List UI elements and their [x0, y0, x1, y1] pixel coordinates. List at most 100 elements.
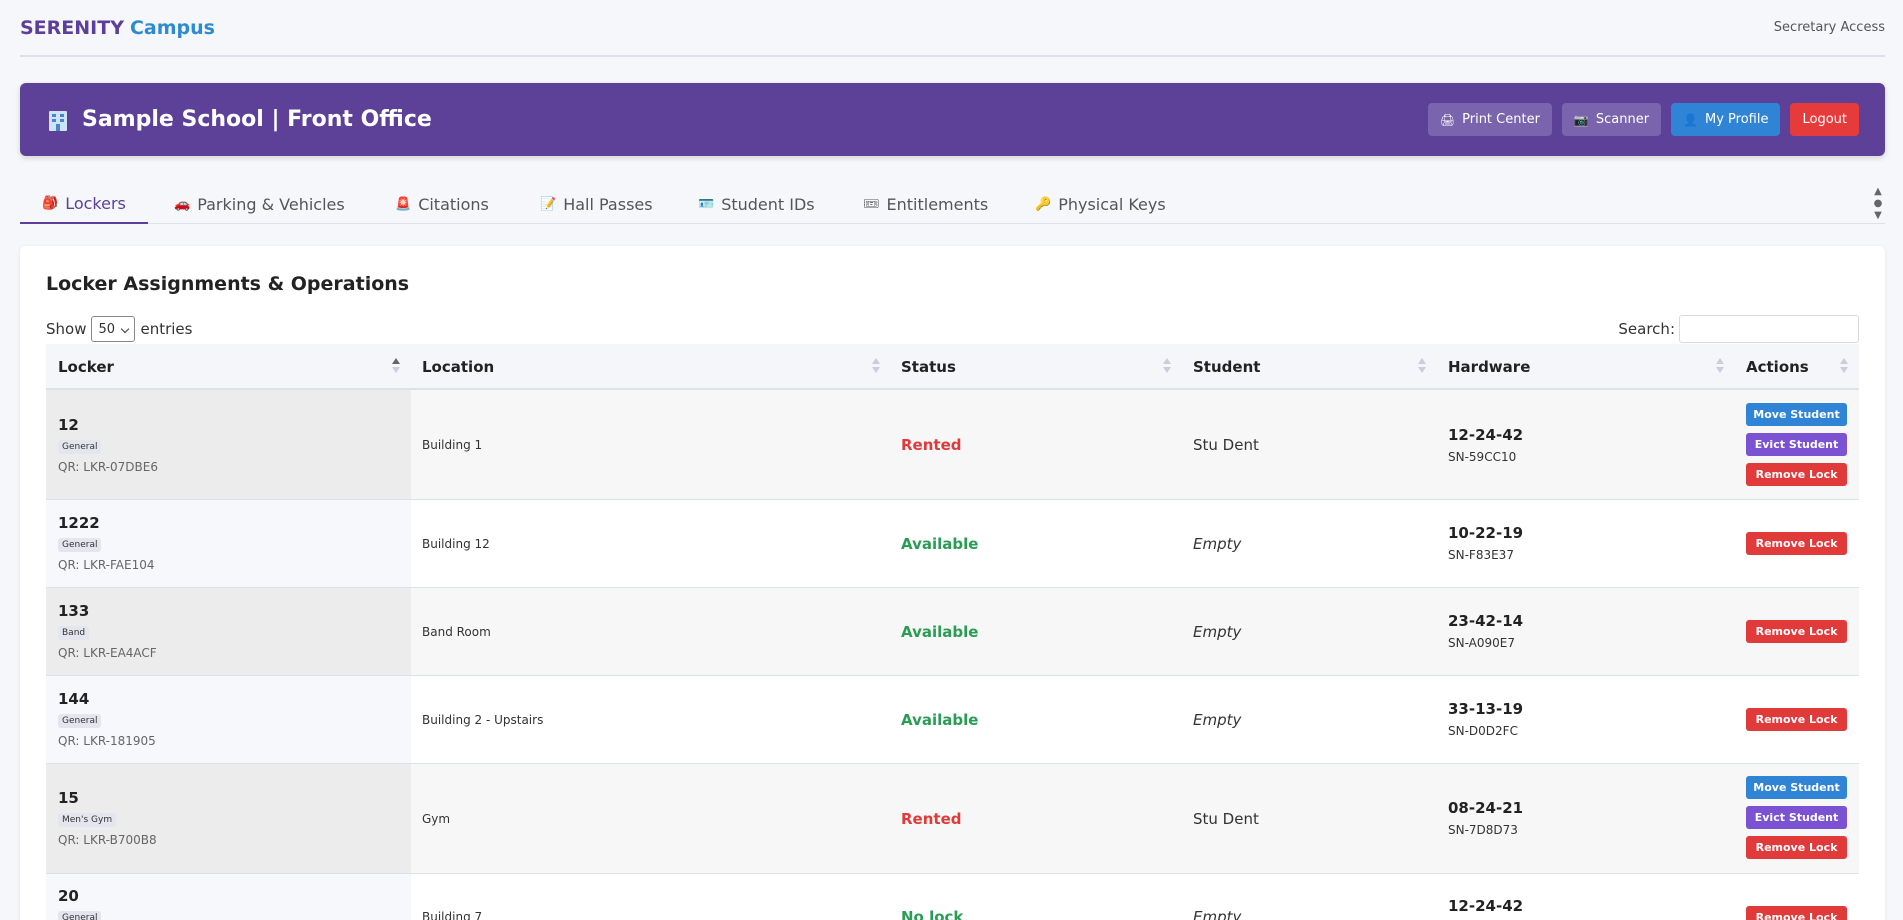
print-center-button[interactable]: 🖨 Print Center: [1427, 103, 1552, 136]
tab-parking-vehicles[interactable]: 🚗 Parking & Vehicles: [174, 184, 345, 224]
tab-label: Hall Passes: [563, 194, 653, 214]
locker-type-tag: General: [58, 440, 102, 454]
remove-lock-button[interactable]: Remove Lock: [1746, 463, 1847, 486]
user-icon: 👤: [1683, 112, 1699, 127]
locker-cell: [46, 500, 411, 587]
locker-qr-code: QR: LKR-EA4ACF: [58, 646, 157, 660]
panel-title: Locker Assignments & Operations: [46, 273, 410, 295]
search-input[interactable]: [1679, 315, 1859, 343]
student-cell: Empty: [1193, 908, 1242, 920]
column-header-location[interactable]: Location: [422, 358, 495, 376]
access-level-label: Secretary Access: [1773, 20, 1885, 35]
scroll-up-icon[interactable]: ▲: [1874, 186, 1882, 197]
student-cell: Stu Dent: [1193, 810, 1259, 828]
column-header-actions[interactable]: Actions: [1746, 358, 1809, 376]
entries-control: Show 50 entries: [46, 316, 192, 342]
page-title-text: Sample School | Front Office: [82, 107, 432, 132]
logout-label: Logout: [1802, 112, 1847, 127]
my-profile-label: My Profile: [1705, 112, 1769, 127]
status-cell: Available: [901, 623, 979, 641]
tab-citations[interactable]: 🚨 Citations: [395, 184, 489, 224]
location-cell: Gym: [422, 812, 451, 826]
remove-lock-button[interactable]: Remove Lock: [1746, 620, 1847, 643]
locker-qr-code: QR: LKR-07DBE6: [58, 460, 158, 474]
table-row: 144 General QR: LKR-181905 Building 2 - …: [46, 676, 1859, 764]
backpack-icon: 🎒: [42, 195, 59, 211]
tab-label: Entitlements: [886, 194, 989, 214]
remove-lock-button[interactable]: Remove Lock: [1746, 836, 1847, 859]
evict-student-button[interactable]: Evict Student: [1746, 806, 1847, 829]
lock-combination: 23-42-14: [1448, 612, 1524, 630]
my-profile-button[interactable]: 👤 My Profile: [1671, 103, 1781, 136]
print-center-label: Print Center: [1462, 112, 1540, 127]
scanner-button[interactable]: 📷 Scanner: [1561, 103, 1662, 136]
sort-icon[interactable]: [1163, 358, 1172, 374]
entries-label: entries: [140, 320, 193, 338]
brand-name: SERENITY: [20, 17, 124, 39]
show-label: Show: [46, 320, 87, 338]
table-row: 1222 General QR: LKR-FAE104 Building 12 …: [46, 500, 1859, 588]
brand-logo[interactable]: SERENITY Campus: [20, 17, 215, 39]
id-card-icon: 🪪: [698, 196, 715, 212]
student-cell: Stu Dent: [1193, 436, 1259, 454]
student-cell: Empty: [1193, 623, 1242, 641]
evict-student-button[interactable]: Evict Student: [1746, 433, 1847, 456]
location-cell: Building 2 - Upstairs: [422, 713, 544, 727]
logout-button[interactable]: Logout: [1790, 103, 1859, 136]
tab-label: Physical Keys: [1058, 194, 1166, 214]
tab-hall-passes[interactable]: 📝 Hall Passes: [540, 184, 653, 224]
locker-table: Locker Location Status Student Hardware …: [46, 344, 1859, 920]
tab-bar: 🎒 Lockers 🚗 Parking & Vehicles 🚨 Citations …: [20, 184, 1885, 224]
page-title: Sample School | Front Office: [46, 107, 432, 132]
locker-cell: [46, 390, 411, 499]
key-icon: 🔑: [1035, 196, 1052, 212]
status-cell: Available: [901, 711, 979, 729]
entries-value: 50: [98, 321, 116, 337]
lock-serial: SN-7D8D73: [1448, 823, 1518, 837]
move-student-button[interactable]: Move Student: [1746, 403, 1847, 426]
lockers-panel: Locker Assignments & Operations Show 50 …: [20, 246, 1885, 920]
table-row: 20 General Building 7 No lock Empty 12-2…: [46, 874, 1859, 920]
tab-physical-keys[interactable]: 🔑 Physical Keys: [1035, 184, 1166, 224]
tab-label: Citations: [418, 194, 489, 214]
column-header-student[interactable]: Student: [1193, 358, 1261, 376]
remove-lock-button[interactable]: Remove Lock: [1746, 906, 1847, 920]
search-control: Search:: [1618, 315, 1859, 343]
sort-icon[interactable]: [1716, 358, 1725, 374]
memo-icon: 📝: [540, 196, 557, 212]
sort-ascending-icon[interactable]: [392, 358, 401, 374]
lock-serial: SN-D0D2FC: [1448, 724, 1518, 738]
table-row: 15 Men's Gym QR: LKR-B700B8 Gym Rented S…: [46, 764, 1859, 874]
lock-combination: 08-24-21: [1448, 799, 1524, 817]
column-header-status[interactable]: Status: [901, 358, 956, 376]
status-cell: Rented: [901, 810, 962, 828]
scroll-down-icon[interactable]: ▼: [1874, 210, 1882, 221]
remove-lock-button[interactable]: Remove Lock: [1746, 708, 1847, 731]
column-header-locker[interactable]: Locker: [58, 358, 114, 376]
lock-serial: SN-59CC10: [1448, 450, 1517, 464]
search-label: Search:: [1618, 320, 1675, 338]
remove-lock-button[interactable]: Remove Lock: [1746, 532, 1847, 555]
tab-label: Lockers: [65, 193, 126, 213]
tab-lockers[interactable]: 🎒 Lockers: [20, 184, 148, 224]
location-cell: Building 12: [422, 537, 490, 551]
move-student-button[interactable]: Move Student: [1746, 776, 1847, 799]
table-row: 12 General QR: LKR-07DBE6 Building 1 Ren…: [46, 390, 1859, 500]
scanner-label: Scanner: [1595, 112, 1650, 127]
column-header-hardware[interactable]: Hardware: [1448, 358, 1531, 376]
lock-combination: 12-24-42: [1448, 897, 1524, 915]
lock-combination: 10-22-19: [1448, 524, 1524, 542]
tab-student-ids[interactable]: 🪪 Student IDs: [698, 184, 815, 224]
tab-scroll-control[interactable]: ▲ ● ▼: [1871, 186, 1885, 222]
locker-number: 133: [58, 602, 90, 620]
sort-icon[interactable]: [1418, 358, 1427, 374]
locker-type-tag: Band: [58, 626, 90, 640]
locker-qr-code: QR: LKR-181905: [58, 734, 156, 748]
sort-icon[interactable]: [872, 358, 881, 374]
top-bar: SERENITY Campus Secretary Access: [20, 0, 1885, 57]
entries-select[interactable]: 50: [91, 316, 136, 342]
status-cell: No lock: [901, 908, 964, 920]
lock-serial: SN-A090E7: [1448, 636, 1515, 650]
sort-icon[interactable]: [1840, 358, 1849, 374]
tab-entitlements[interactable]: 🎟 Entitlements: [863, 184, 988, 224]
